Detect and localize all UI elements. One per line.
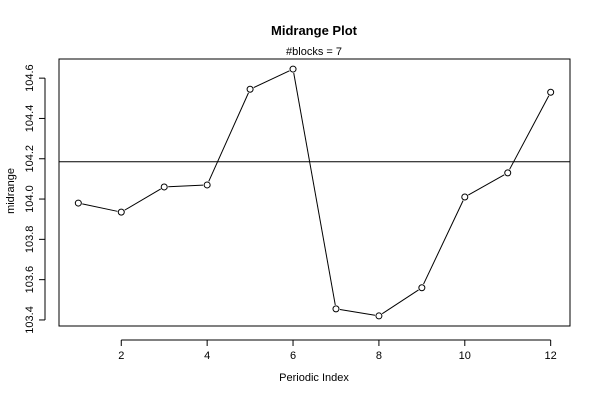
y-tick-label: 104.4 xyxy=(24,105,36,133)
x-tick-label: 2 xyxy=(118,350,124,362)
points-layer xyxy=(74,65,555,320)
x-axis-label: Periodic Index xyxy=(279,372,349,384)
x-tick-label: 8 xyxy=(376,350,382,362)
series-segment xyxy=(339,309,376,316)
data-point xyxy=(461,193,469,201)
data-point xyxy=(203,181,211,189)
series-segment xyxy=(208,92,249,182)
data-point xyxy=(160,183,168,191)
y-tick-label: 103.6 xyxy=(24,266,36,294)
y-tick-label: 104.0 xyxy=(24,185,36,213)
y-tick-label: 104.6 xyxy=(24,64,36,92)
data-point xyxy=(375,312,383,320)
series-segment xyxy=(168,184,204,188)
data-point xyxy=(246,85,254,93)
data-point xyxy=(504,169,512,177)
data-point xyxy=(289,65,297,73)
x-tick-label: 4 xyxy=(204,350,210,362)
series-segment xyxy=(293,72,336,306)
data-point xyxy=(117,208,125,216)
y-tick-label: 103.4 xyxy=(24,306,36,334)
y-axis: 103.4 103.6 103.8 104.0 104.2 104.4 104.6 xyxy=(24,64,46,334)
y-tick-label: 104.2 xyxy=(24,145,36,173)
data-point xyxy=(332,305,340,313)
plot-frame xyxy=(58,58,571,327)
x-axis: 2 4 6 8 10 12 xyxy=(118,339,557,362)
series-segment xyxy=(468,174,505,196)
series-segment xyxy=(423,200,464,285)
data-point xyxy=(547,88,555,96)
y-axis-label: midrange xyxy=(5,168,17,214)
y-tick-label: 103.8 xyxy=(24,226,36,254)
series-segment xyxy=(381,289,419,315)
series-segment xyxy=(509,95,550,170)
data-point xyxy=(418,284,426,292)
data-point xyxy=(74,199,82,207)
series-segment xyxy=(124,188,162,211)
series-layer xyxy=(82,70,550,316)
x-tick-label: 12 xyxy=(545,350,557,362)
series-segment xyxy=(253,70,290,88)
series-segment xyxy=(82,203,118,212)
chart-subtitle: #blocks = 7 xyxy=(286,46,342,58)
x-tick-label: 10 xyxy=(459,350,471,362)
x-tick-label: 6 xyxy=(290,350,296,362)
chart-title: Midrange Plot xyxy=(271,23,358,38)
